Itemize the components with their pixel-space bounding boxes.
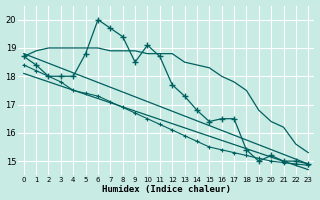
X-axis label: Humidex (Indice chaleur): Humidex (Indice chaleur) <box>101 185 230 194</box>
